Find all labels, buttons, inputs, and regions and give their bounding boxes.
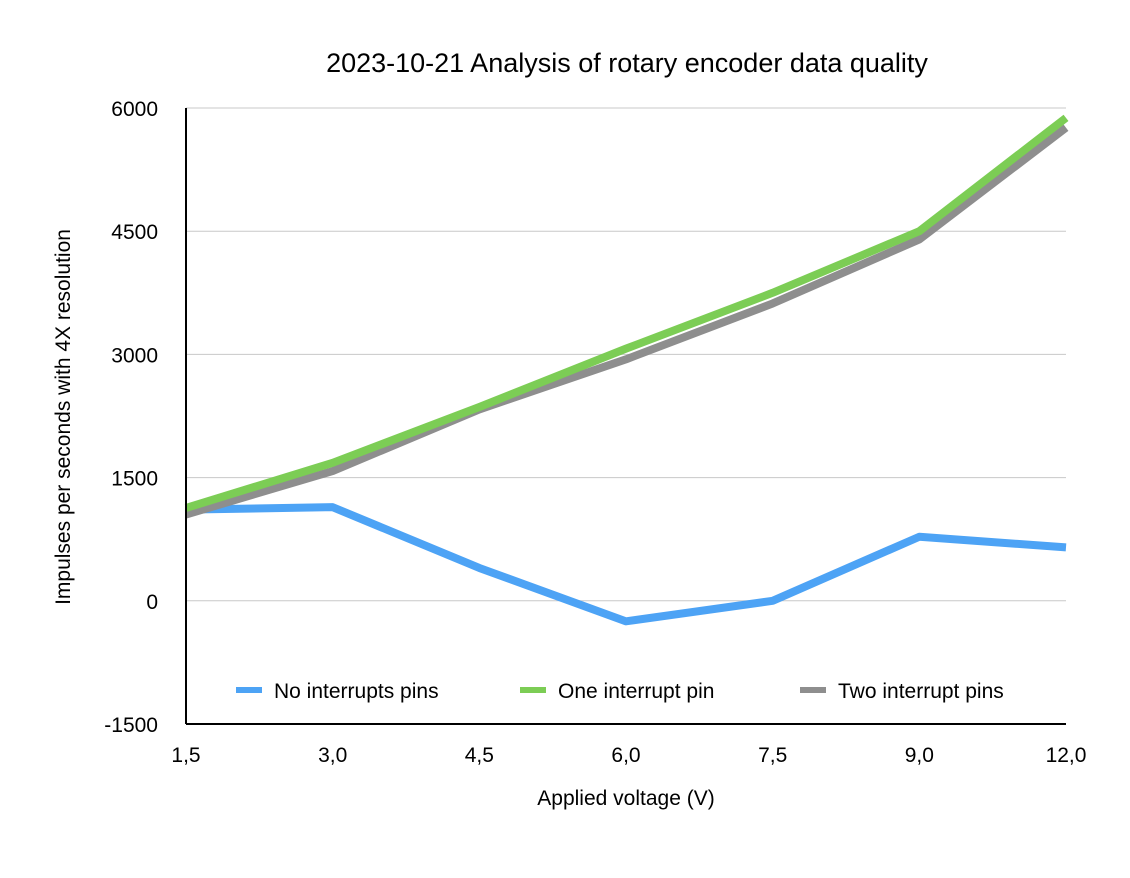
legend-label: One interrupt pin (558, 680, 714, 703)
series-line-2 (184, 114, 1069, 512)
x-tick-label: 1,5 (171, 744, 200, 767)
series-lines (184, 114, 1069, 626)
chart-title: 2023-10-21 Analysis of rotary encoder da… (326, 48, 928, 78)
x-tick-label: 6,0 (611, 744, 640, 767)
legend: No interrupts pins One interrupt pin Two i… (236, 680, 1004, 703)
x-tick-label: 7,5 (758, 744, 787, 767)
y-tick-label: 3000 (111, 344, 158, 367)
y-tick-label: 0 (146, 591, 158, 614)
x-tick-label: 4,5 (465, 744, 494, 767)
legend-label: Two interrupt pins (838, 680, 1004, 703)
y-tick-label: -1500 (104, 714, 158, 737)
x-tick-label: 9,0 (905, 744, 934, 767)
x-tick-label: 3,0 (318, 744, 347, 767)
x-axis-label: Applied voltage (V) (537, 787, 714, 810)
series-line-0 (185, 503, 1067, 626)
y-axis-label: Impulses per seconds with 4X resolution (52, 229, 75, 605)
y-tick-labels: -1500 0 1500 3000 4500 6000 (104, 98, 158, 737)
legend-label: No interrupts pins (274, 680, 439, 703)
x-tick-label: 12,0 (1046, 744, 1087, 767)
series-line-1 (184, 124, 1069, 519)
y-tick-label: 1500 (111, 468, 158, 491)
gridlines (186, 107, 1066, 602)
y-tick-label: 4500 (111, 221, 158, 244)
y-tick-label: 6000 (111, 98, 158, 121)
x-tick-labels: 1,5 3,0 4,5 6,0 7,5 9,0 12,0 (171, 744, 1086, 767)
